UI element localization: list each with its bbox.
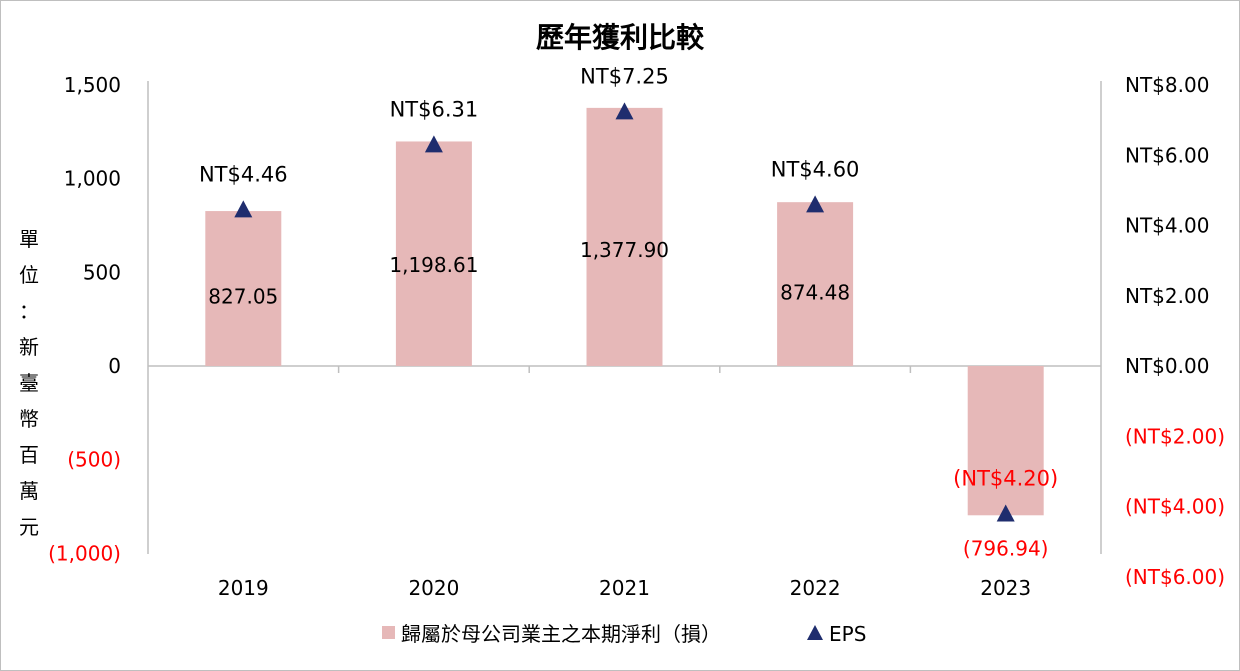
right-tick-label: NT$2.00 bbox=[1125, 284, 1209, 308]
eps-marker bbox=[234, 200, 253, 218]
legend-bar-label: 歸屬於母公司業主之本期淨利（損） bbox=[401, 622, 721, 646]
right-tick-label: (NT$6.00) bbox=[1125, 565, 1225, 589]
bar bbox=[967, 366, 1044, 516]
left-tick-label: 1,500 bbox=[64, 73, 121, 97]
left-tick-label: 0 bbox=[108, 354, 121, 378]
legend-bar-swatch bbox=[382, 626, 395, 639]
eps-value-label: NT$6.31 bbox=[390, 97, 479, 121]
right-tick-label: NT$6.00 bbox=[1125, 143, 1209, 167]
bar bbox=[777, 202, 854, 366]
bar bbox=[205, 211, 282, 366]
bar bbox=[395, 141, 472, 366]
eps-value-label: NT$4.46 bbox=[199, 162, 288, 186]
x-tick-label: 2023 bbox=[980, 576, 1031, 600]
x-tick-label: 2021 bbox=[599, 576, 650, 600]
y-axis-label-char: 百 bbox=[19, 443, 39, 467]
y-axis-label-char: 萬 bbox=[19, 479, 39, 503]
eps-value-label: (NT$4.20) bbox=[953, 467, 1058, 491]
y-axis-label-char: 單 bbox=[19, 227, 39, 251]
chart-title: 歷年獲利比較 bbox=[536, 21, 705, 54]
bar bbox=[586, 107, 663, 366]
eps-marker bbox=[424, 135, 443, 153]
right-tick-label: NT$4.00 bbox=[1125, 214, 1209, 238]
eps-marker bbox=[806, 195, 825, 213]
bar-value-label: 827.05 bbox=[208, 284, 278, 308]
x-tick-label: 2022 bbox=[790, 576, 841, 600]
x-tick-label: 2019 bbox=[218, 576, 269, 600]
right-tick-label: (NT$2.00) bbox=[1125, 424, 1225, 448]
bar-value-label: (796.94) bbox=[963, 536, 1049, 560]
right-tick-label: (NT$4.00) bbox=[1125, 495, 1225, 519]
y-axis-label-char: 元 bbox=[19, 515, 39, 539]
eps-value-label: NT$7.25 bbox=[580, 64, 669, 88]
left-tick-label: 1,000 bbox=[64, 167, 121, 191]
eps-marker bbox=[996, 504, 1015, 522]
legend-eps-marker bbox=[807, 625, 823, 640]
right-tick-label: NT$0.00 bbox=[1125, 354, 1209, 378]
left-tick-label: 500 bbox=[83, 260, 121, 284]
right-tick-label: NT$8.00 bbox=[1125, 73, 1209, 97]
bar-value-label: 1,198.61 bbox=[389, 253, 478, 277]
bar-value-label: 1,377.90 bbox=[580, 238, 669, 262]
bar-value-label: 874.48 bbox=[780, 280, 850, 304]
y-axis-label-char: 幣 bbox=[19, 407, 39, 431]
left-tick-label: (1,000) bbox=[48, 541, 121, 565]
y-axis-label-char: ： bbox=[19, 299, 39, 323]
y-axis-label-char: 位 bbox=[19, 263, 39, 287]
legend-eps-label: EPS bbox=[829, 622, 866, 646]
eps-marker bbox=[615, 102, 634, 120]
eps-value-label: NT$4.60 bbox=[771, 157, 860, 181]
y-axis-label-char: 臺 bbox=[19, 371, 39, 395]
x-tick-label: 2020 bbox=[408, 576, 459, 600]
left-tick-label: (500) bbox=[67, 448, 121, 472]
y-axis-label-char: 新 bbox=[19, 335, 39, 359]
